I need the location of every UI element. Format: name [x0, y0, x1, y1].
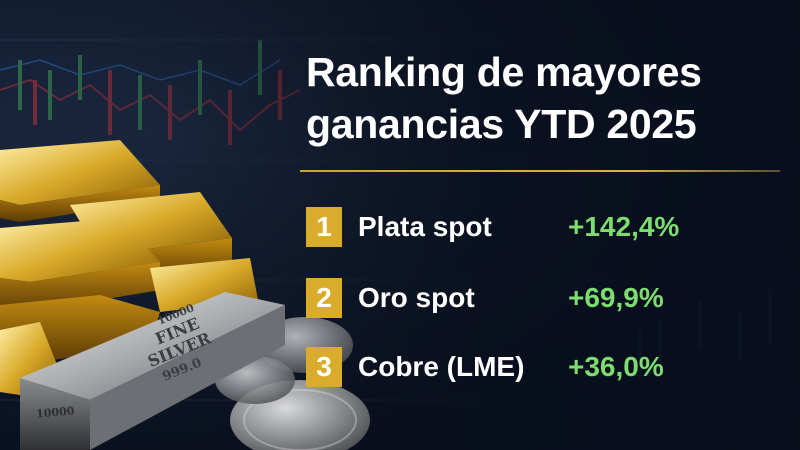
metal-label: Cobre (LME): [358, 351, 525, 382]
metal-label: Oro spot: [358, 282, 475, 313]
ytd-gain-value: +69,9%: [568, 282, 664, 313]
metal-label: Plata spot: [358, 211, 492, 242]
ytd-gain-value: +142,4%: [568, 211, 680, 242]
gold-divider-line: [300, 170, 780, 172]
rank-badge: 3: [306, 347, 342, 387]
rank-badge: 2: [306, 278, 342, 318]
svg-text:10000: 10000: [36, 404, 76, 420]
ranking-row: 3 Cobre (LME) +36,0%: [306, 347, 786, 387]
page-title: Ranking de mayores ganancias YTD 2025: [306, 46, 786, 150]
rank-badge: 1: [306, 207, 342, 247]
ranking-row: 2 Oro spot +69,9%: [306, 278, 786, 318]
ranking-row: 1 Plata spot +142,4%: [306, 207, 786, 247]
ytd-gain-value: +36,0%: [568, 351, 664, 382]
title-line-1: Ranking de mayores: [306, 49, 702, 95]
title-line-2: ganancias YTD 2025: [306, 101, 697, 147]
